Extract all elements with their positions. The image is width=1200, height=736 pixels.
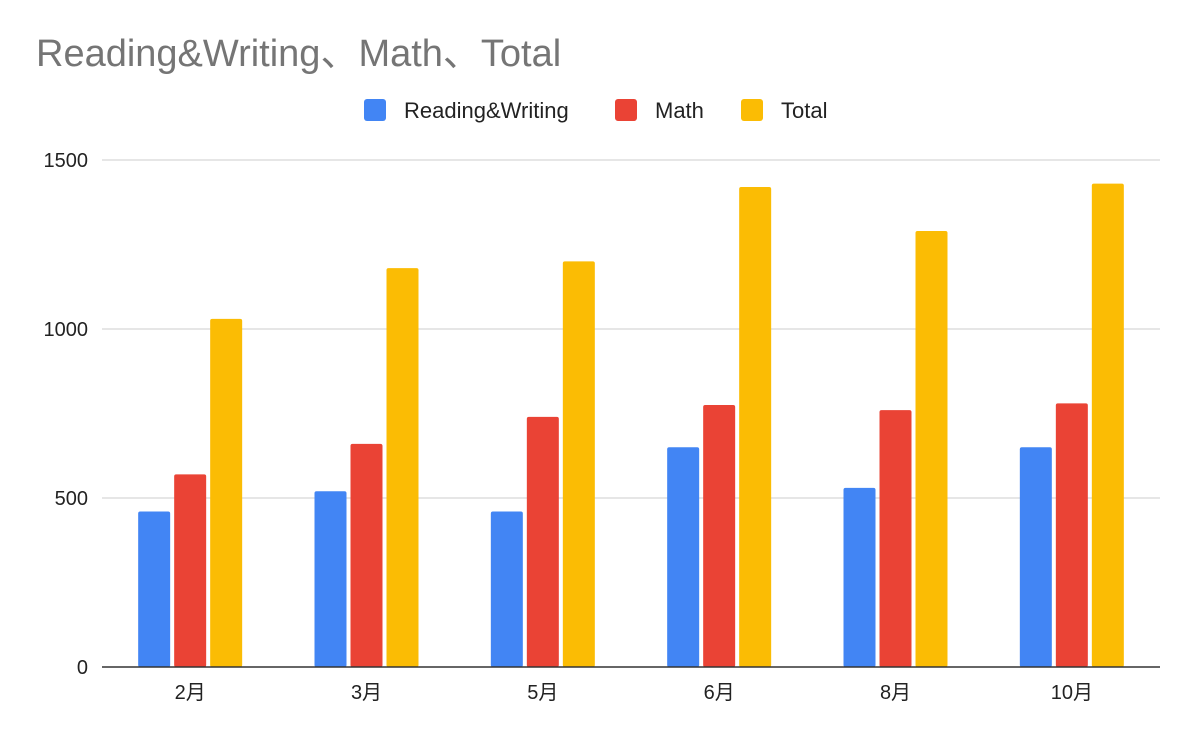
bar [490,511,523,667]
x-tick-label: 8月 [880,682,911,704]
y-axis-tick-labels: 0 500 1000 1500 [44,150,89,679]
legend-label-reading-writing: Reading&Writing [404,98,569,123]
bar [703,405,736,667]
legend-swatch-reading-writing [364,99,386,121]
x-axis-tick-labels: 2月 3月 5月 6月 8月 10月 [175,682,1093,704]
bar [915,230,948,668]
bar [843,487,876,667]
legend-label-math: Math [655,98,704,123]
bar [879,410,912,667]
y-gridlines [102,159,1160,499]
bar [1091,183,1124,667]
y-tick-label: 1500 [44,150,89,172]
y-tick-label: 500 [55,488,88,510]
bar [562,261,595,667]
legend-swatch-total [741,99,763,121]
chart-title: Reading&Writing、Math、Total [36,33,561,75]
bar [350,443,383,667]
y-tick-label: 1000 [44,319,89,341]
bar [314,491,347,667]
bar [1019,447,1052,667]
bar [667,447,700,667]
bar [386,268,419,667]
x-tick-label: 6月 [704,682,735,704]
bar [739,187,772,668]
x-tick-label: 10月 [1051,682,1093,704]
x-tick-label: 5月 [527,682,558,704]
legend-label-total: Total [781,98,827,123]
bar [138,511,171,667]
bar [174,474,207,667]
bar [1055,403,1088,667]
legend-swatch-math [615,99,637,121]
y-tick-label: 0 [77,657,88,679]
x-tick-label: 2月 [175,682,206,704]
bars-group [138,183,1124,668]
legend: Reading&Writing Math Total [364,98,827,123]
bar [210,318,243,667]
bar [526,416,559,667]
x-tick-label: 3月 [351,682,382,704]
